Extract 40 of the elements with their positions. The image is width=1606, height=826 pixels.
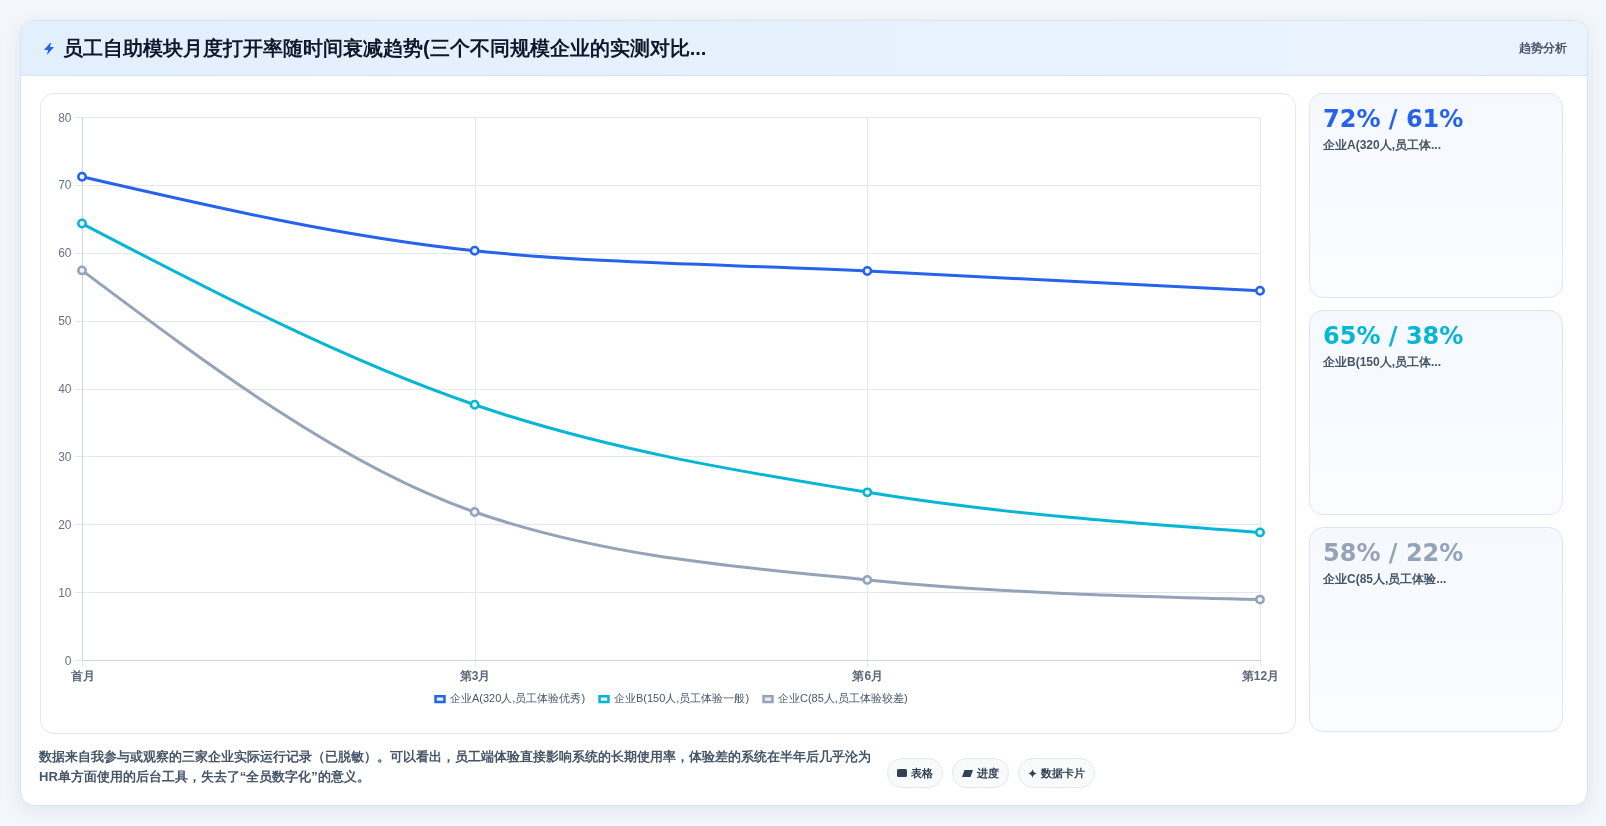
text: 58% / 22% [1323, 539, 1464, 567]
legend-label: 企业A(320人,员工体验优秀) [450, 692, 586, 705]
text: 企业A(320人,员工体... [1323, 137, 1442, 154]
y-tick-label: 70 [58, 178, 72, 193]
point [469, 399, 480, 410]
y-tick-label: 30 [58, 449, 72, 464]
text: 65% / 38% [1323, 322, 1464, 350]
y-tick-label: 60 [58, 246, 72, 261]
y-tick-label: 10 [58, 585, 72, 600]
text: 企业B(150人,员工体... [1323, 354, 1442, 371]
y-tick-label: 80 [58, 110, 72, 125]
x-tick-label: 第12月 [1240, 668, 1280, 683]
point [469, 245, 480, 256]
point [862, 487, 873, 498]
text: 员工自助模块月度打开率随时间衰减趋势(三个不同规模企业的实测对比... [63, 36, 707, 60]
x-tick-label: 首月 [69, 668, 95, 683]
point [1255, 527, 1265, 538]
button: 表格 [887, 758, 943, 788]
y-tick-label: 40 [58, 382, 72, 396]
point [77, 265, 87, 276]
point [77, 171, 87, 182]
x-tick-label: 第3月 [458, 668, 491, 683]
text: 数据来自我参与或观察的三家企业实际运行记录（已脱敏）。可以看出，员工端体验直接影响系统的长期使用率，体验差的系统在半年后几乎沦为HR单方面使用的后台工具，失去了“全员数字化”的意义。 [39, 748, 872, 786]
text: 企业C(85人,员工体验... [1323, 571, 1447, 588]
text: 72% / 61% [1323, 105, 1464, 133]
point [862, 574, 873, 585]
legend-label: 企业B(150人,员工体验一般) [614, 692, 750, 705]
point [1255, 594, 1265, 605]
button: 数据卡片 [1018, 758, 1095, 788]
text: 趋势分析 [1519, 40, 1567, 57]
button: 进度 [952, 758, 1009, 788]
x-tick-label: 第6月 [851, 668, 884, 683]
point [1255, 285, 1265, 296]
y-tick-label: 50 [58, 314, 72, 329]
legend-label: 企业C(85人,员工体验较差) [778, 692, 908, 705]
point [469, 507, 480, 517]
y-tick-label: 20 [58, 517, 72, 532]
point [862, 266, 873, 277]
point [77, 218, 87, 229]
y-tick-label: 0 [64, 653, 72, 668]
